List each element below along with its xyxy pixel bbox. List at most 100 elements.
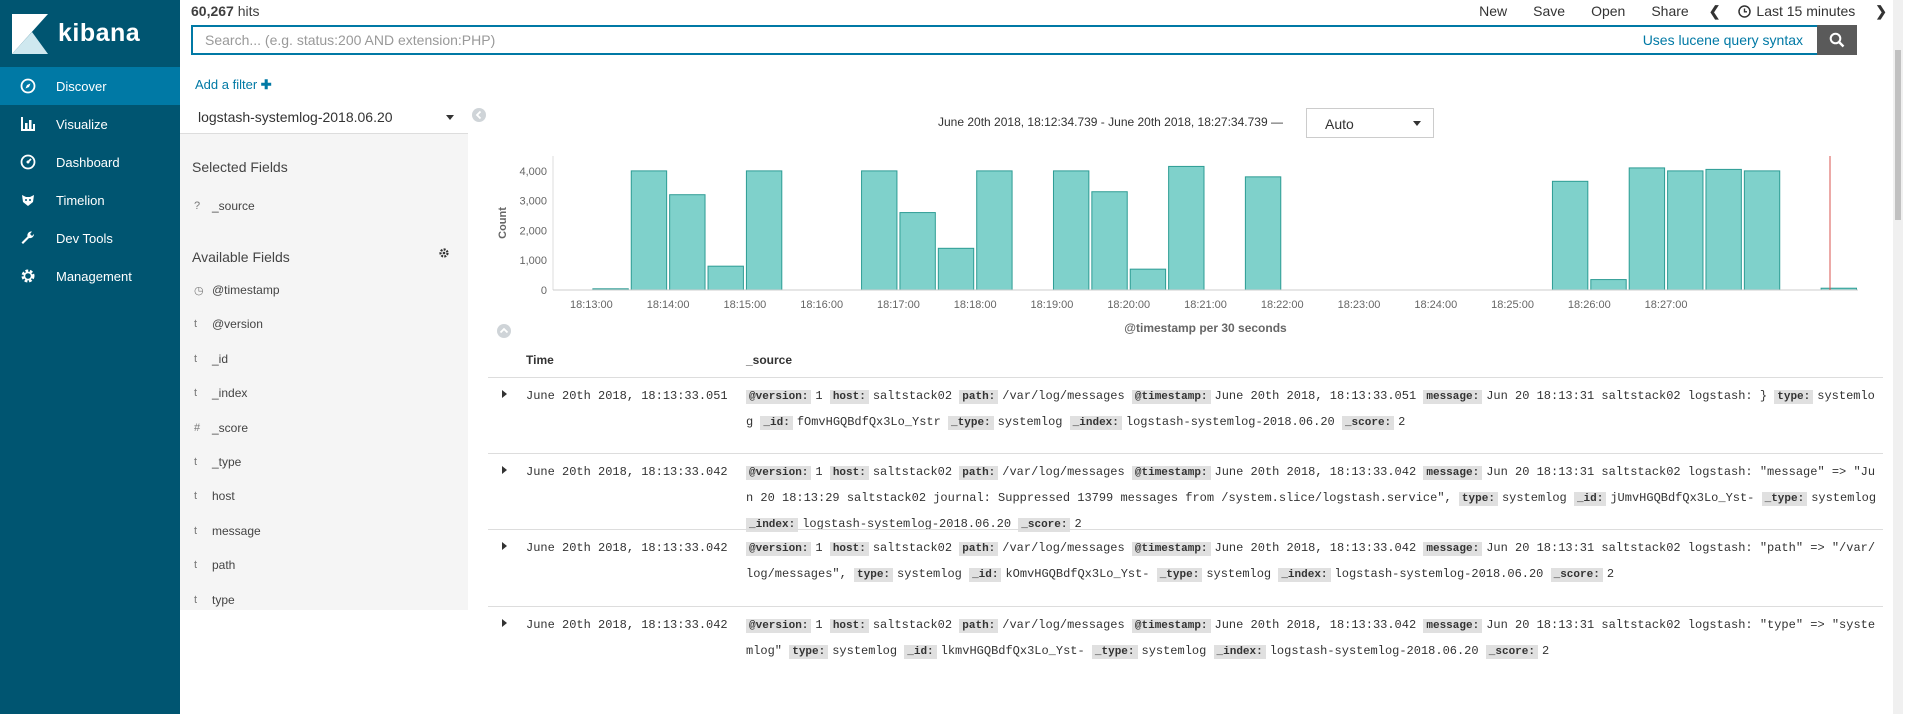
kibana-logo-icon (12, 13, 48, 54)
field-item[interactable]: t host (194, 489, 235, 503)
histogram-bar (861, 170, 898, 291)
bar-chart-icon (18, 114, 38, 134)
histogram-bar (1129, 268, 1167, 291)
expand-row-icon[interactable] (502, 542, 507, 550)
index-pattern-select[interactable]: logstash-systemlog-2018.06.20 (180, 100, 468, 134)
time-picker[interactable]: Last 15 minutes (1738, 3, 1855, 19)
nav-item-dev-tools[interactable]: Dev Tools (0, 219, 180, 257)
share-button[interactable]: Share (1651, 3, 1689, 19)
source-field-value: Jun 20 18:13:31 saltstack02 logstash: "m… (746, 465, 1876, 505)
source-field-value: 2 (1606, 567, 1615, 581)
save-button[interactable]: Save (1533, 3, 1566, 19)
source-field-value: 1 (815, 541, 823, 555)
source-field-key: _index: (1069, 416, 1122, 430)
table-row[interactable]: June 20th 2018, 18:13:33.051 @version: 1 h… (488, 377, 1883, 453)
x-tick-label: 18:15:00 (723, 299, 766, 311)
field-type-icon: # (194, 421, 201, 434)
field-type-icon: t (194, 490, 198, 503)
scrollbar-thumb[interactable] (1895, 50, 1901, 220)
field-item[interactable]: ◷ @timestamp (194, 283, 280, 297)
source-field-value: lkmvHGQBdfQx3Lo_Yst- (940, 644, 1085, 658)
nav-item-management[interactable]: Management (0, 257, 180, 295)
source-field-key: type: (854, 568, 894, 582)
source-field-key: host: (829, 542, 869, 556)
fields-panel: logstash-systemlog-2018.06.20 Selected F… (180, 100, 468, 610)
add-filter-label: Add a filter (195, 77, 258, 92)
field-item[interactable]: t @version (194, 317, 263, 331)
histogram-chart: 0 1,000 2,000 3,000 4,000 Count 18:13:00 18:14:… (497, 156, 1858, 335)
hits-counter: 60,267 hits (191, 3, 260, 19)
source-field-key: _id: (969, 568, 1002, 582)
source-field-key: path: (959, 619, 999, 633)
search-icon (1829, 32, 1845, 48)
source-field-key: @version: (746, 466, 812, 480)
nav-item-dashboard[interactable]: Dashboard (0, 143, 180, 181)
field-item[interactable]: # _score (194, 421, 248, 435)
source-field-key: _score: (1018, 518, 1071, 532)
search-button[interactable] (1817, 25, 1857, 55)
chevron-left-icon[interactable]: ❮ (1708, 2, 1721, 19)
nav-item-label: Visualize (56, 116, 108, 132)
source-field-value: Jun 20 18:13:31 saltstack02 logstash: "t… (746, 618, 1876, 658)
interval-select[interactable]: Auto (1306, 108, 1434, 138)
source-field-value: June 20th 2018, 18:13:33.042 (1214, 618, 1417, 632)
chevron-left-icon (475, 110, 482, 120)
add-filter-link[interactable]: Add a filter ✚ (195, 77, 272, 93)
source-field-value: systemlog (997, 415, 1063, 429)
nav-item-label: Management (56, 268, 132, 284)
source-field-key: @timestamp: (1131, 542, 1211, 556)
source-field-value: systemlog (832, 644, 898, 658)
x-tick-label: 18:19:00 (1031, 299, 1074, 311)
hits-count: 60,267 (191, 3, 234, 19)
source-field-key: message: (1423, 542, 1483, 556)
collapse-chart-button[interactable] (497, 324, 511, 338)
histogram-bar (1091, 191, 1128, 291)
table-row[interactable]: June 20th 2018, 18:13:33.042 @version: 1 h… (488, 453, 1883, 532)
new-button[interactable]: New (1479, 3, 1508, 19)
source-column-header[interactable]: _source (746, 353, 793, 367)
collapse-sidebar-button[interactable] (472, 108, 486, 122)
nav-item-discover[interactable]: Discover (0, 67, 180, 105)
x-tick-label: 18:24:00 (1414, 299, 1457, 311)
field-item[interactable]: t type (194, 593, 235, 607)
expand-row-icon[interactable] (502, 390, 507, 398)
open-button[interactable]: Open (1591, 3, 1626, 19)
source-field-key: @version: (746, 390, 812, 404)
histogram-bar (1168, 165, 1205, 291)
clock-icon (1738, 4, 1752, 18)
field-item[interactable]: t message (194, 524, 261, 538)
table-row[interactable]: June 20th 2018, 18:13:33.042 @version: 1 h… (488, 606, 1883, 686)
source-field-key: host: (829, 466, 869, 480)
source-field-value: 2 (1398, 415, 1406, 429)
source-field-value: logstash-systemlog-2018.06.20 (1125, 415, 1335, 429)
field-item[interactable]: ? _source (194, 199, 255, 213)
field-name: _source (212, 199, 255, 213)
lucene-syntax-link[interactable]: Uses lucene query syntax (1642, 32, 1803, 48)
expand-row-icon[interactable] (502, 619, 507, 627)
time-column-header[interactable]: Time (526, 353, 554, 367)
row-time: June 20th 2018, 18:13:33.042 (526, 465, 728, 479)
kibana-logo[interactable]: kibana (0, 0, 180, 67)
expand-row-icon[interactable] (502, 466, 507, 474)
chevron-right-icon[interactable]: ❯ (1875, 2, 1887, 19)
timelion-icon (18, 190, 38, 210)
field-item[interactable]: t path (194, 558, 235, 572)
source-field-key: message: (1423, 390, 1483, 404)
nav-item-timelion[interactable]: Timelion (0, 181, 180, 219)
time-picker-label: Last 15 minutes (1756, 3, 1856, 19)
table-row[interactable]: June 20th 2018, 18:13:33.042 @version: 1 h… (488, 529, 1883, 606)
x-tick-label: 18:14:00 (647, 299, 690, 311)
x-tick-label: 18:17:00 (877, 299, 920, 311)
scrollbar[interactable] (1893, 0, 1903, 714)
gear-icon[interactable] (438, 247, 450, 259)
search-input[interactable]: Search... (e.g. status:200 AND extension… (191, 25, 1817, 55)
nav-item-visualize[interactable]: Visualize (0, 105, 180, 143)
nav-item-label: Dev Tools (56, 230, 113, 246)
field-item[interactable]: t _type (194, 455, 241, 469)
row-time: June 20th 2018, 18:13:33.042 (526, 541, 728, 555)
row-source: @version: 1 host: saltstack02 path:/var/lo… (746, 460, 1876, 538)
field-name: type (212, 592, 235, 607)
source-field-value: jUmvHGQBdfQx3Lo_Yst- (1610, 491, 1755, 505)
field-item[interactable]: t _id (194, 352, 228, 366)
field-item[interactable]: t _index (194, 386, 247, 400)
